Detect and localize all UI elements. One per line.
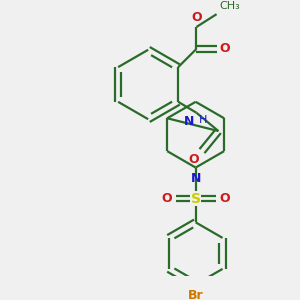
Text: O: O	[219, 192, 230, 205]
Text: CH₃: CH₃	[219, 2, 240, 11]
Text: O: O	[189, 153, 199, 166]
Text: O: O	[219, 42, 230, 56]
Text: H: H	[199, 115, 208, 124]
Text: S: S	[191, 192, 201, 206]
Text: Br: Br	[188, 289, 203, 300]
Text: O: O	[161, 192, 172, 205]
Text: N: N	[190, 172, 201, 185]
Text: N: N	[184, 115, 195, 128]
Text: O: O	[191, 11, 202, 24]
